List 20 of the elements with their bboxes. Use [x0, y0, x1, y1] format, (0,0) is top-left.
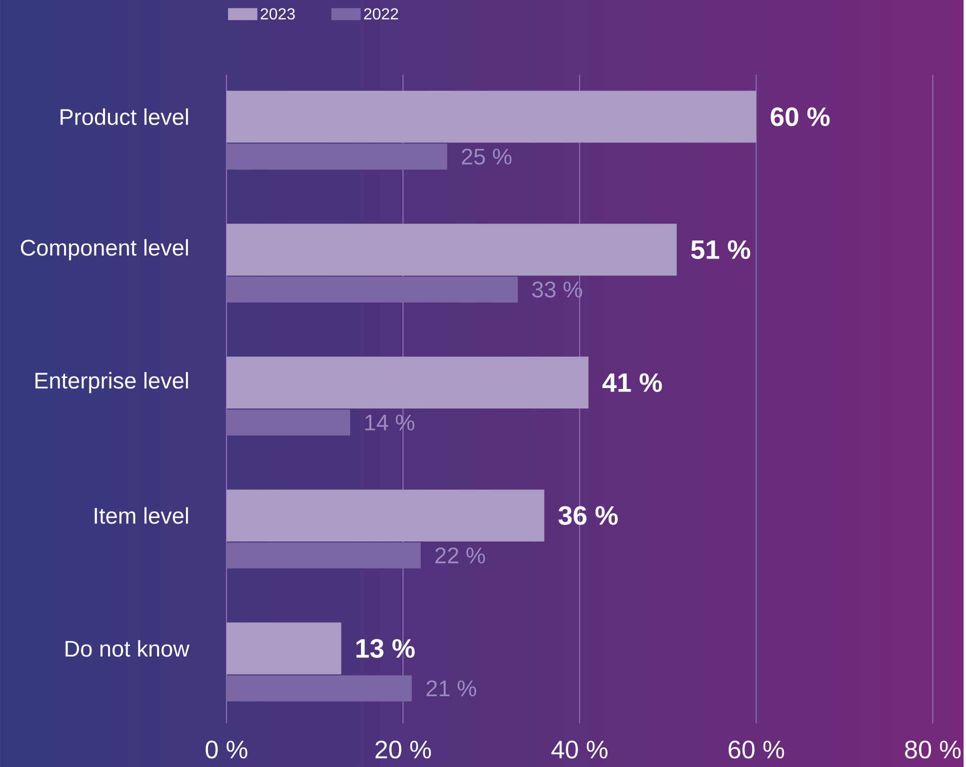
data-label: 51 %: [691, 240, 750, 259]
y-tick-label: Enterprise level: [35, 372, 188, 394]
y-tick-label: Component level: [20, 239, 188, 260]
data-label: 36 %: [558, 506, 618, 525]
data-label: 41 %: [602, 373, 662, 392]
data-label: 22 %: [435, 547, 485, 564]
x-tick-label: 40 %: [551, 740, 608, 758]
x-tick-label: 0 %: [206, 740, 248, 758]
data-label: 13 %: [356, 638, 415, 658]
legend-label: 2023: [260, 8, 295, 20]
data-label: 60 %: [770, 107, 830, 126]
x-tick-label: 60 %: [728, 740, 784, 758]
y-tick-label: Do not know: [66, 640, 190, 657]
data-label: 25 %: [462, 148, 512, 165]
legend-label: 2022: [364, 8, 398, 20]
x-tick-label: 20 %: [376, 740, 431, 758]
y-tick-label: Product level: [60, 108, 188, 125]
data-label: 21 %: [426, 680, 476, 696]
y-tick-label: Item level: [94, 507, 188, 524]
x-tick-label: 80 %: [905, 740, 961, 758]
